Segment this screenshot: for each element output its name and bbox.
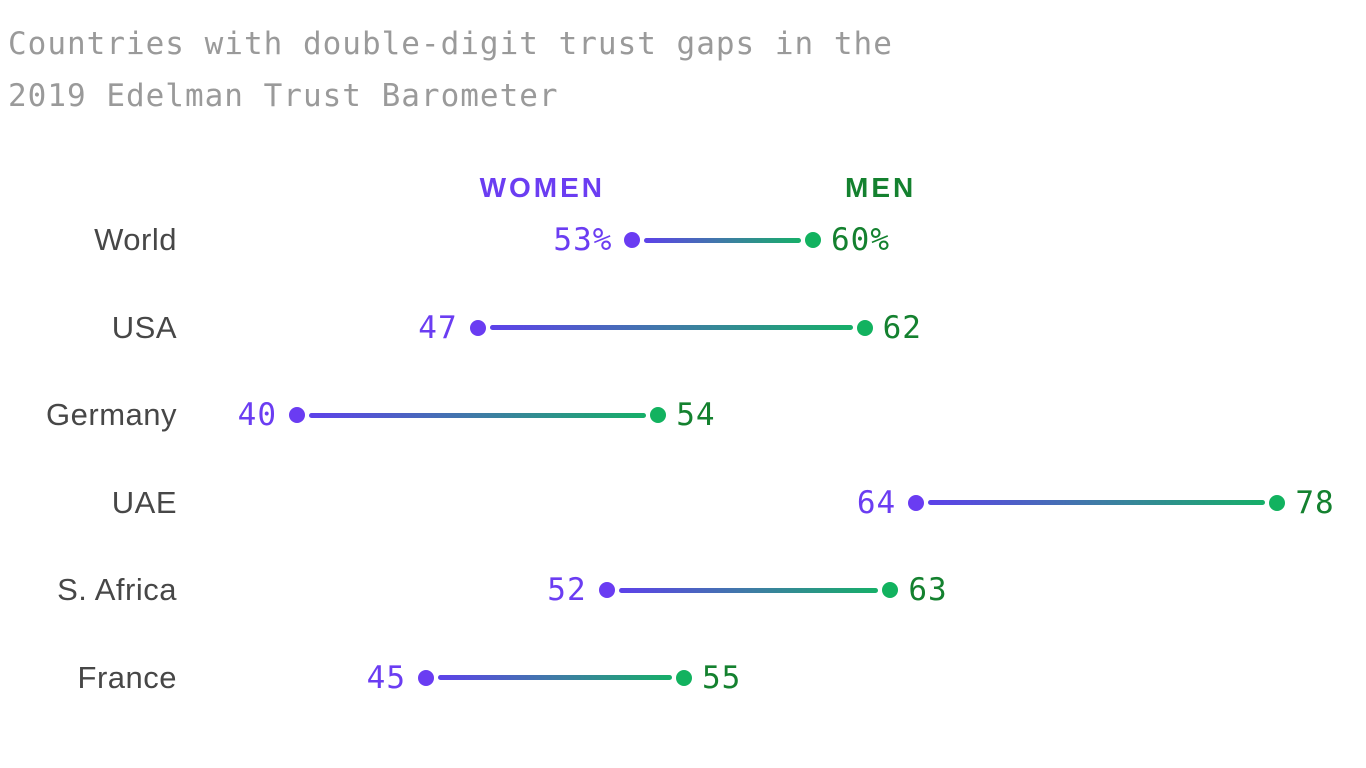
women-value-label: 53% — [553, 222, 613, 258]
men-value-label: 60% — [831, 222, 890, 258]
legend-label-men: MEN — [845, 172, 917, 203]
legend-label-women: WOMEN — [479, 172, 605, 203]
country-label: World — [94, 222, 177, 257]
chart-title-line-2: 2019 Edelman Trust Barometer — [8, 78, 559, 114]
dumbbell-connector-line — [489, 325, 853, 330]
men-dot — [1269, 494, 1286, 511]
men-value-label: 63 — [908, 572, 948, 608]
men-value-label: 62 — [882, 309, 922, 346]
men-value-label: 78 — [1295, 484, 1335, 521]
women-dot — [624, 232, 641, 248]
dumbbell-connector-line — [928, 500, 1266, 505]
women-dot — [418, 669, 434, 686]
men-dot — [676, 669, 692, 686]
country-label: Germany — [46, 397, 177, 432]
women-value-label: 64 — [856, 484, 897, 521]
women-dot — [598, 582, 615, 598]
dumbbell-connector-line — [644, 237, 801, 243]
men-dot — [805, 232, 821, 248]
women-value-label: 52 — [547, 572, 587, 608]
women-value-label: 40 — [237, 397, 277, 433]
country-label: USA — [111, 309, 177, 345]
country-label: UAE — [111, 484, 177, 520]
chart-title-line-1: Countries with double-digit trust gaps i… — [8, 26, 893, 62]
men-value-label: 55 — [702, 659, 742, 696]
dumbbell-connector-line — [618, 587, 879, 593]
dumbbell-connector-line — [438, 675, 672, 680]
women-dot — [469, 319, 486, 336]
chart-title: Countries with double-digit trust gaps i… — [8, 18, 893, 122]
country-label: France — [77, 659, 177, 695]
women-dot — [289, 407, 305, 423]
men-dot — [856, 319, 873, 336]
dumbbell-connector-line — [309, 412, 647, 418]
country-label: S. Africa — [57, 572, 177, 607]
women-value-label: 45 — [366, 659, 406, 696]
women-value-label: 47 — [418, 309, 458, 346]
men-value-label: 54 — [676, 397, 716, 433]
women-dot — [908, 494, 925, 511]
men-dot — [882, 582, 899, 598]
men-dot — [650, 407, 667, 423]
